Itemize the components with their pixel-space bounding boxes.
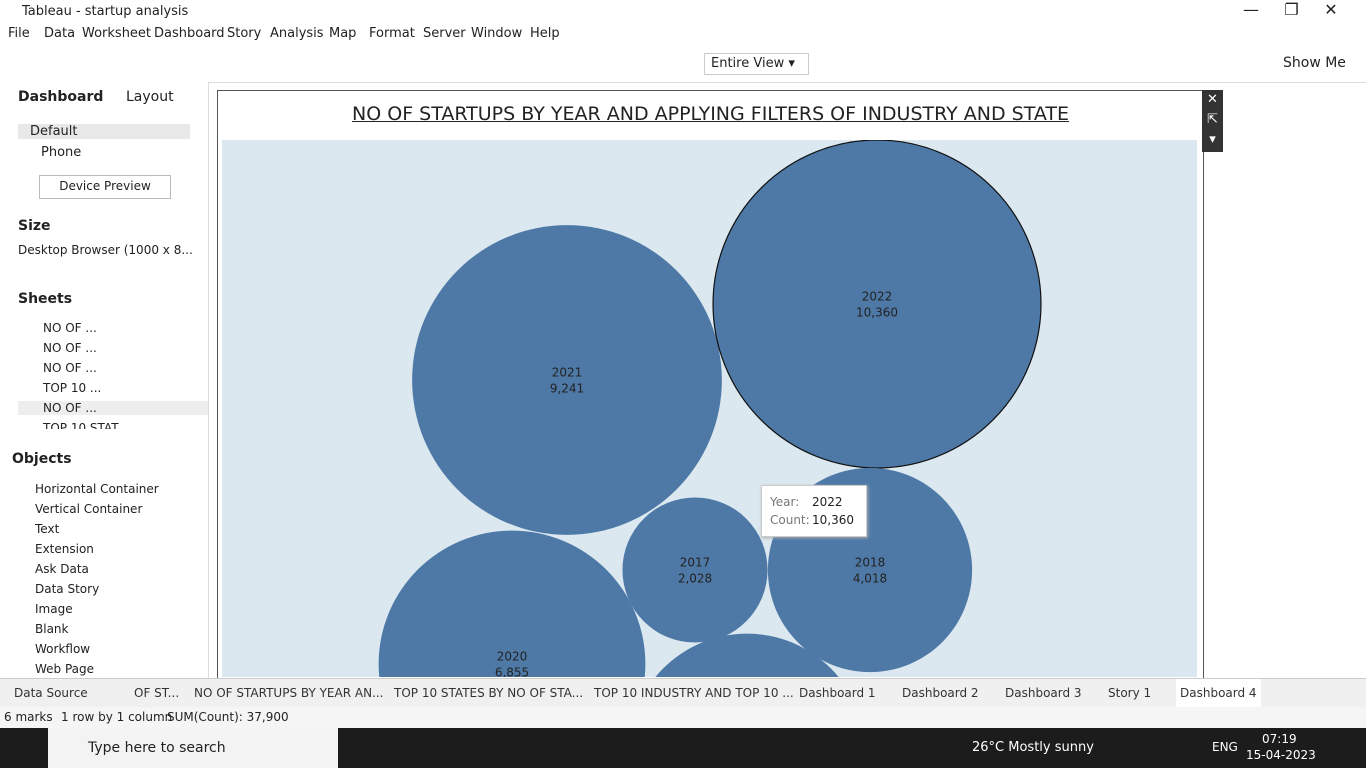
sheet-tab[interactable]: Data Source (14, 686, 88, 700)
menu-item[interactable]: Dashboard (154, 26, 225, 41)
menu-bar: File Data Worksheet Dashboard Story Analysis M… (0, 24, 1366, 44)
bubble-category: 2018 (855, 556, 886, 570)
object-item[interactable]: Text (35, 522, 60, 536)
menu-item[interactable]: Analysis (270, 26, 324, 41)
clock-date[interactable]: 15-04-2023 (1246, 748, 1316, 762)
menu-item[interactable]: Window (471, 26, 523, 41)
tooltip-label: Count: (770, 513, 810, 527)
fit-label: Entire View (711, 56, 785, 71)
bubble-value-label: 9,241 (550, 382, 584, 396)
chart-title: NO OF STARTUPS BY YEAR AND APPLYING FILT… (352, 103, 1069, 125)
sheet-tab[interactable]: OF ST... (134, 686, 180, 700)
status-sum: SUM(Count): 37,900 (167, 710, 289, 724)
menu-item[interactable]: Map (329, 26, 357, 41)
sheet-item[interactable]: NO OF ... (43, 361, 97, 375)
sheet-tab[interactable]: TOP 10 INDUSTRY AND TOP 10 ... (594, 686, 794, 700)
show-me[interactable]: Show Me (1283, 55, 1346, 71)
menu-item[interactable]: Format (369, 26, 415, 41)
status-layout: 1 row by 1 column (61, 710, 173, 724)
sheet-tab[interactable]: TOP 10 STATES BY NO OF STA... (394, 686, 584, 700)
tooltip-value: 2022 (812, 495, 843, 509)
sheet-item[interactable]: TOP 10 STAT (43, 421, 119, 429)
bubble[interactable] (712, 140, 1042, 469)
object-item[interactable]: Image (35, 602, 73, 616)
bubble-category: 2022 (862, 290, 893, 304)
size-dropdown[interactable]: Desktop Browser (1000 x 8... (18, 243, 193, 257)
device-preview-button[interactable]: Device Preview (39, 175, 171, 199)
object-item[interactable]: Extension (35, 542, 94, 556)
status-marks: 6 marks (4, 710, 53, 724)
sheet-item[interactable]: NO OF ... (18, 401, 208, 415)
status-bar: 6 marks 1 row by 1 column SUM(Count): 37,9… (0, 707, 1366, 728)
object-item[interactable]: Web Page (35, 662, 95, 676)
bubble-category: 2021 (552, 366, 583, 380)
object-item[interactable]: Blank (35, 622, 69, 636)
sheet-tab[interactable]: Dashboard 1 (799, 686, 876, 700)
weather[interactable]: 26°C Mostly sunny (972, 740, 1094, 755)
bubble-category: 2017 (680, 556, 711, 570)
tooltip-label: Year: (770, 495, 800, 509)
panel-tab[interactable]: Dashboard (18, 89, 104, 105)
sheet-tab[interactable]: Dashboard 2 (902, 686, 979, 700)
object-item[interactable]: Vertical Container (35, 502, 143, 516)
menu-item[interactable]: Worksheet (82, 26, 152, 41)
bubble-value-label: 2,028 (678, 572, 712, 586)
language[interactable]: ENG (1212, 740, 1238, 754)
bubble-value-label: 10,360 (856, 306, 898, 320)
sheet-tab[interactable]: Dashboard 4 (1176, 679, 1261, 710)
window-title: Tableau - startup analysis (22, 4, 189, 19)
object-item[interactable]: Horizontal Container (35, 482, 159, 496)
bubble (412, 225, 722, 535)
section-heading: Size (18, 218, 51, 234)
menu-item[interactable]: File (8, 26, 30, 41)
section-heading: Sheets (18, 291, 73, 307)
bubble (622, 497, 768, 643)
sheet-tab[interactable]: Story 1 (1108, 686, 1152, 700)
section-heading: Objects (12, 451, 72, 467)
object-item[interactable]: Data Story (35, 582, 100, 596)
bubble-chart: 2021 9,241 2022 10,360 2017 2,028 2018 4,018 202… (222, 140, 1197, 677)
device-option[interactable]: Default (18, 124, 190, 139)
clock-time[interactable]: 07:19 (1262, 732, 1297, 746)
panel-tab[interactable]: Layout (126, 89, 174, 105)
toolbar: Entire View ▾ Show Me (0, 46, 1366, 83)
container-controls[interactable]: ✕ ⇱ ▾ (1202, 90, 1223, 152)
search-placeholder: Type here to search (88, 740, 226, 756)
left-panel: Dashboard Layout Default Phone Device Previe… (0, 82, 209, 678)
sheet-item[interactable]: NO OF ... (43, 321, 97, 335)
object-item[interactable]: Workflow (35, 642, 91, 656)
bubble-value-label: 4,018 (853, 572, 887, 586)
window-controls[interactable]: — ❐ ✕ (1243, 0, 1338, 19)
bubble (378, 530, 646, 677)
bubble-value-label: 6,855 (495, 666, 529, 678)
tooltip: Year: 2022 Count: 10,360 (761, 485, 867, 537)
bubble-category: 2020 (497, 650, 528, 664)
taskbar: Type here to search 26°C Mostly sunny EN… (0, 728, 1366, 768)
fit-dropdown[interactable]: Entire View ▾ (704, 53, 809, 75)
sheet-tab[interactable]: Dashboard 3 (1005, 686, 1082, 700)
menu-item[interactable]: Server (423, 26, 466, 41)
sheet-tabs: Data Source OF ST... NO OF STARTUPS BY YEA… (0, 678, 1366, 710)
search-box[interactable]: Type here to search (48, 728, 338, 768)
menu-item[interactable]: Data (44, 26, 76, 41)
bubble (655, 633, 839, 677)
menu-item[interactable]: Help (530, 26, 560, 41)
object-item[interactable]: Ask Data (35, 562, 89, 576)
sheet-item[interactable]: TOP 10 ... (43, 381, 102, 395)
device-option[interactable]: Phone (41, 145, 82, 160)
sheet-item[interactable]: NO OF ... (43, 341, 97, 355)
tooltip-value: 10,360 (812, 513, 854, 527)
menu-item[interactable]: Story (227, 26, 262, 41)
sheet-tab[interactable]: NO OF STARTUPS BY YEAR AN... (194, 686, 384, 700)
